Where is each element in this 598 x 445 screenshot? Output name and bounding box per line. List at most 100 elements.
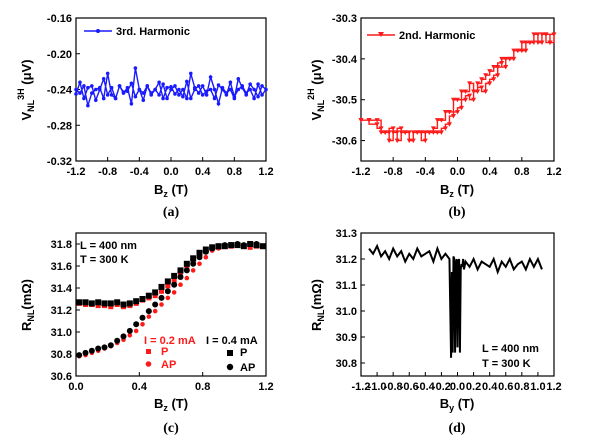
data-point bbox=[236, 76, 241, 81]
data-point bbox=[169, 87, 173, 92]
data-point bbox=[459, 105, 465, 111]
data-marks bbox=[368, 243, 543, 358]
x-tick-label: 0.8 bbox=[227, 166, 242, 178]
y-axis-label: VNL2H (μV) bbox=[306, 59, 326, 120]
x-tick-label: 1.0 bbox=[530, 381, 545, 393]
data-point bbox=[74, 87, 78, 92]
data-point bbox=[418, 130, 424, 135]
legend-label: AP bbox=[240, 362, 255, 374]
data-point bbox=[164, 288, 171, 295]
data-point bbox=[487, 81, 493, 86]
data-point bbox=[109, 93, 114, 97]
data-point bbox=[378, 126, 384, 131]
data-point bbox=[146, 314, 152, 319]
data-point bbox=[137, 87, 142, 92]
data-marks bbox=[358, 32, 557, 144]
data-point bbox=[133, 94, 138, 99]
y-tick-label: 31.2 bbox=[336, 254, 357, 266]
data-point bbox=[107, 342, 114, 349]
data-point bbox=[394, 130, 400, 135]
y-tick-label: -0.16 bbox=[47, 13, 72, 25]
data-point bbox=[507, 56, 513, 62]
data-point bbox=[398, 126, 404, 131]
data-point bbox=[197, 261, 202, 267]
legend-label: AP bbox=[161, 359, 176, 371]
x-tick-label: 0.2 bbox=[466, 381, 481, 393]
x-tick-label: 0.8 bbox=[514, 381, 529, 393]
data-point bbox=[422, 138, 428, 144]
data-point bbox=[183, 260, 190, 267]
data-point bbox=[204, 93, 209, 97]
data-point bbox=[430, 126, 436, 131]
data-point bbox=[232, 96, 237, 101]
data-point bbox=[519, 48, 525, 54]
data-point bbox=[204, 89, 209, 94]
data-point bbox=[220, 85, 225, 90]
data-point bbox=[446, 109, 452, 115]
data-point bbox=[88, 300, 95, 307]
data-point bbox=[434, 130, 440, 135]
data-point bbox=[129, 102, 134, 106]
y-tick-label: -0.24 bbox=[47, 85, 73, 97]
data-point bbox=[228, 80, 233, 85]
y-tick-label: 31.2 bbox=[51, 305, 72, 317]
data-point bbox=[495, 73, 501, 78]
legend-group-label: I = 0.2 mA bbox=[144, 335, 196, 347]
data-point bbox=[224, 91, 229, 95]
legend-marker bbox=[378, 32, 384, 37]
data-point bbox=[82, 84, 86, 88]
data-point bbox=[475, 81, 481, 86]
plot-frame bbox=[75, 232, 267, 377]
data-point bbox=[535, 32, 541, 37]
data-point bbox=[126, 300, 133, 307]
data-point bbox=[463, 89, 469, 95]
data-point bbox=[531, 40, 537, 46]
data-point bbox=[240, 242, 247, 249]
ticks: 0.0 0.4 0.8 1.2 31.8 31.6 31.4 31.2 31.0 30.8 30.6 bbox=[51, 239, 274, 393]
data-point bbox=[101, 96, 106, 101]
data-point bbox=[188, 71, 193, 76]
legend-marker-circle bbox=[145, 361, 152, 367]
data-point bbox=[82, 349, 89, 356]
legend-group-label: I = 0.4 mA bbox=[206, 335, 258, 347]
data-point bbox=[196, 91, 201, 95]
data-point bbox=[228, 87, 233, 92]
data-point bbox=[471, 89, 477, 95]
data-point bbox=[105, 71, 110, 76]
data-point bbox=[503, 56, 509, 62]
data-point bbox=[531, 32, 537, 37]
data-point bbox=[95, 345, 102, 352]
data-point bbox=[386, 130, 392, 135]
data-point bbox=[133, 66, 138, 70]
data-point bbox=[547, 40, 553, 46]
data-point bbox=[434, 118, 440, 123]
data-point bbox=[171, 281, 178, 288]
data-point bbox=[394, 138, 400, 144]
x-tick-label: 1.2 bbox=[258, 381, 273, 393]
x-tick-label: 0.0 bbox=[450, 381, 465, 393]
data-point bbox=[422, 130, 428, 135]
panel-c: 0.0 0.4 0.8 1.2 31.8 31.6 31.4 31.2 31.0 30.8 30.6… bbox=[19, 232, 274, 436]
data-point bbox=[177, 267, 184, 274]
data-point bbox=[125, 85, 130, 90]
data-point bbox=[93, 98, 98, 103]
data-point bbox=[141, 91, 146, 95]
data-point bbox=[165, 283, 171, 289]
data-point bbox=[221, 242, 228, 249]
data-point bbox=[145, 84, 150, 88]
data-point bbox=[247, 241, 254, 247]
y-tick-label: 31.3 bbox=[336, 228, 357, 240]
data-point bbox=[390, 130, 396, 135]
y-tick-label: -30.4 bbox=[332, 54, 358, 66]
y-tick-label: -0.28 bbox=[47, 120, 72, 132]
x-axis-label: By (T) bbox=[440, 396, 475, 413]
data-point bbox=[165, 96, 169, 101]
data-point bbox=[442, 126, 448, 131]
data-point bbox=[126, 327, 133, 334]
data-point bbox=[190, 260, 197, 267]
data-point bbox=[260, 84, 264, 88]
data-point bbox=[499, 56, 505, 62]
data-point bbox=[86, 85, 90, 90]
data-point bbox=[173, 92, 177, 96]
data-point bbox=[475, 89, 481, 95]
